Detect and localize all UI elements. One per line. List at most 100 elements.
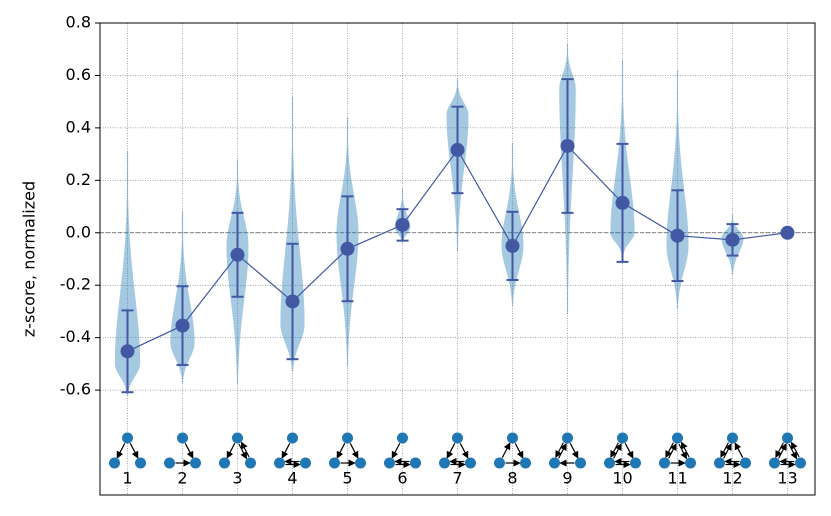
motif-edge bbox=[624, 443, 634, 459]
x-tick-label: 7 bbox=[452, 469, 462, 488]
motif-node bbox=[507, 432, 518, 444]
mean-marker bbox=[780, 225, 795, 240]
y-tick-label: 0.4 bbox=[66, 117, 91, 136]
y-tick-label: 0.6 bbox=[66, 65, 91, 84]
motif-edge bbox=[501, 442, 511, 458]
motif-node bbox=[549, 457, 560, 469]
x-tick-label: 10 bbox=[612, 469, 632, 488]
mean-marker bbox=[560, 138, 575, 153]
y-tick-label: 0.8 bbox=[66, 13, 91, 32]
x-tick-label: 13 bbox=[777, 469, 797, 488]
motif-node bbox=[714, 457, 725, 469]
motif-node bbox=[410, 457, 421, 469]
motif-edge bbox=[723, 442, 732, 459]
motif-edge bbox=[665, 442, 674, 459]
motif-edge bbox=[241, 441, 250, 458]
motif-node bbox=[109, 457, 120, 469]
plot-frame bbox=[99, 22, 816, 496]
motif-edge bbox=[613, 442, 622, 459]
motif-edge bbox=[558, 442, 567, 459]
motif-node bbox=[630, 457, 641, 469]
mean-marker bbox=[725, 232, 740, 247]
motif-node bbox=[164, 457, 175, 469]
mean-marker bbox=[615, 195, 630, 210]
motif-node bbox=[494, 457, 505, 469]
motif-node bbox=[397, 432, 408, 444]
motif-node bbox=[740, 457, 751, 469]
motif-node bbox=[452, 432, 463, 444]
motif-node bbox=[439, 457, 450, 469]
motif-edge bbox=[668, 442, 677, 459]
motif-node bbox=[274, 457, 285, 469]
mean-marker bbox=[670, 228, 685, 243]
motif-edge bbox=[184, 443, 194, 459]
motif-edge bbox=[391, 443, 401, 459]
motif-edge bbox=[775, 442, 784, 459]
motif-edge bbox=[281, 443, 291, 459]
mean-marker bbox=[175, 318, 190, 333]
motif-node bbox=[520, 457, 531, 469]
motif-node bbox=[190, 457, 201, 469]
x-tick-label: 2 bbox=[177, 469, 187, 488]
motif-node bbox=[122, 432, 133, 444]
motif-edge bbox=[791, 441, 800, 458]
motif-edge bbox=[569, 443, 579, 459]
motif-node bbox=[219, 457, 230, 469]
motif-edge bbox=[514, 443, 524, 459]
motif-edge bbox=[734, 442, 744, 458]
y-tick-label: -0.6 bbox=[60, 380, 91, 399]
motif-edge bbox=[238, 443, 247, 460]
mean-marker bbox=[340, 241, 355, 256]
y-tick-label: -0.4 bbox=[60, 327, 91, 346]
motif-edge bbox=[678, 443, 687, 460]
motif-node bbox=[329, 457, 340, 469]
motif-edge bbox=[129, 443, 139, 459]
motif-edge bbox=[778, 442, 787, 459]
x-tick-label: 11 bbox=[667, 469, 687, 488]
motif-node bbox=[465, 457, 476, 469]
motif-node bbox=[245, 457, 256, 469]
motif-node bbox=[562, 432, 573, 444]
y-tick-label: -0.2 bbox=[60, 275, 91, 294]
motif-edge bbox=[446, 443, 456, 459]
motif-node bbox=[795, 457, 806, 469]
mean-marker bbox=[450, 142, 465, 157]
motif-node bbox=[769, 457, 780, 469]
x-tick-label: 1 bbox=[122, 469, 132, 488]
motif-edge bbox=[610, 442, 619, 459]
motif-edge bbox=[336, 443, 346, 459]
motif-node bbox=[604, 457, 615, 469]
motif-edge bbox=[226, 443, 236, 459]
motif-node bbox=[355, 457, 366, 469]
motif-node bbox=[287, 432, 298, 444]
y-axis-label: z-score, normalized bbox=[20, 181, 39, 337]
motif-edge bbox=[720, 442, 729, 459]
x-tick-label: 4 bbox=[287, 469, 297, 488]
x-tick-label: 9 bbox=[562, 469, 572, 488]
motif-node bbox=[617, 432, 628, 444]
mean-marker bbox=[285, 294, 300, 309]
motif-edge bbox=[788, 443, 797, 460]
motif-edge bbox=[349, 443, 359, 459]
motif-node bbox=[727, 432, 738, 444]
motif-node bbox=[672, 432, 683, 444]
mean-marker bbox=[505, 238, 520, 253]
motif-node bbox=[384, 457, 395, 469]
motif-edge bbox=[555, 442, 564, 459]
x-tick-label: 6 bbox=[397, 469, 407, 488]
violin bbox=[114, 151, 141, 396]
motif-node bbox=[300, 457, 311, 469]
motif-node bbox=[575, 457, 586, 469]
motif-node bbox=[232, 432, 243, 444]
x-tick-label: 8 bbox=[507, 469, 517, 488]
x-tick-label: 3 bbox=[232, 469, 242, 488]
mean-marker bbox=[230, 247, 245, 262]
motif-node bbox=[342, 432, 353, 444]
motif-edge bbox=[681, 441, 690, 458]
motif-edge bbox=[459, 443, 469, 459]
motif-edge bbox=[116, 443, 126, 459]
mean-marker bbox=[395, 217, 410, 232]
y-tick-label: 0.2 bbox=[66, 170, 91, 189]
x-tick-label: 5 bbox=[342, 469, 352, 488]
x-tick-label: 12 bbox=[722, 469, 742, 488]
